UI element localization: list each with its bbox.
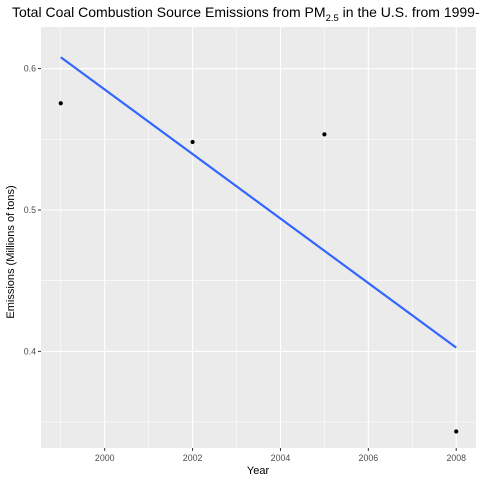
trend-line bbox=[60, 56, 457, 349]
data-points bbox=[58, 101, 459, 434]
chart-title: Total Coal Combustion Source Emissions f… bbox=[12, 4, 480, 24]
y-axis: 0.4 0.5 0.6 bbox=[24, 64, 41, 356]
x-tick-label: 2006 bbox=[359, 453, 379, 463]
x-axis-title: Year bbox=[247, 465, 270, 477]
y-tick-label: 0.5 bbox=[24, 205, 36, 215]
data-point bbox=[322, 132, 327, 137]
chart-title-main: Total Coal Combustion Source Emissions f… bbox=[12, 4, 326, 20]
y-tick-label: 0.6 bbox=[24, 64, 36, 74]
x-tick-label: 2008 bbox=[446, 453, 466, 463]
grid-minor bbox=[41, 27, 476, 448]
x-tick-label: 2002 bbox=[183, 453, 203, 463]
y-tick-label: 0.4 bbox=[24, 346, 36, 356]
x-tick-label: 2004 bbox=[271, 453, 291, 463]
x-axis: 2000 2002 2004 2006 2008 bbox=[95, 448, 466, 463]
chart-title-subscript: 2.5 bbox=[326, 13, 339, 24]
y-axis-title: Emissions (Millions of tons) bbox=[5, 185, 17, 318]
x-tick-label: 2000 bbox=[95, 453, 115, 463]
data-point bbox=[58, 101, 63, 106]
grid-major bbox=[41, 27, 476, 448]
chart-title-suffix: in the U.S. from 1999-2008 bbox=[339, 4, 480, 20]
data-point bbox=[190, 139, 195, 145]
svg-text:Total Coal Combustion Source E: Total Coal Combustion Source Emissions f… bbox=[12, 4, 480, 24]
data-point bbox=[454, 429, 459, 434]
